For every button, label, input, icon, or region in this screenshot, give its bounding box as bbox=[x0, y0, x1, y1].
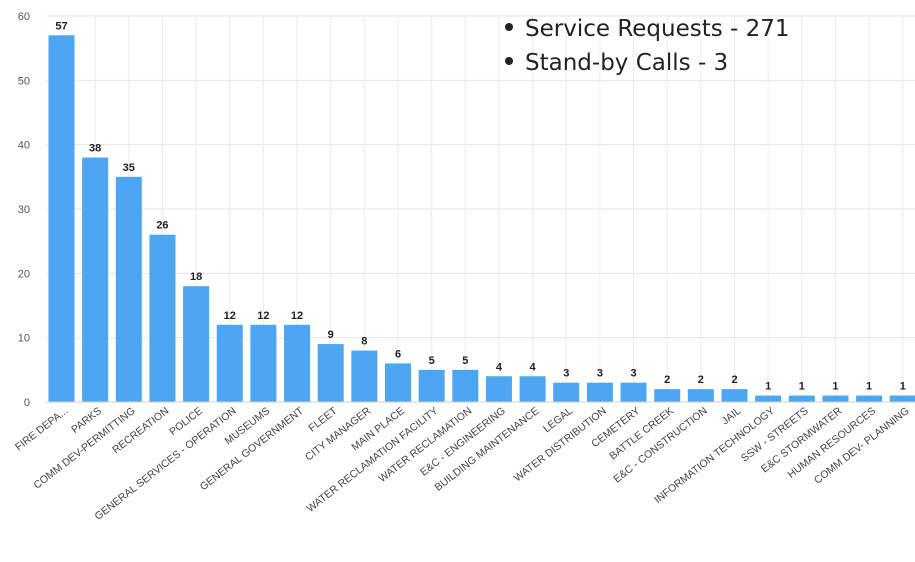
data-label: 18 bbox=[190, 271, 202, 283]
bar bbox=[250, 324, 277, 402]
y-tick-label: 10 bbox=[18, 333, 30, 345]
bar bbox=[351, 350, 378, 402]
data-label: 5 bbox=[462, 355, 468, 367]
data-label: 1 bbox=[765, 381, 771, 393]
bar bbox=[418, 369, 445, 402]
bar bbox=[620, 382, 647, 402]
bar bbox=[284, 324, 311, 402]
data-label: 35 bbox=[123, 162, 135, 174]
y-tick-label: 60 bbox=[18, 11, 30, 23]
bar bbox=[82, 157, 109, 402]
y-tick-label: 50 bbox=[18, 75, 30, 87]
data-label: 5 bbox=[429, 355, 435, 367]
bar bbox=[687, 389, 714, 402]
bar bbox=[48, 35, 75, 403]
data-label: 2 bbox=[731, 374, 737, 386]
data-label: 4 bbox=[496, 361, 503, 373]
bar bbox=[452, 369, 479, 402]
x-tick-label: INFORMATION TECHNOLOGY bbox=[652, 405, 777, 506]
y-axis: 0 10 20 30 40 50 60 bbox=[18, 11, 30, 409]
data-label: 9 bbox=[328, 329, 334, 341]
bars bbox=[48, 35, 915, 403]
bar bbox=[721, 389, 748, 402]
data-label: 6 bbox=[395, 348, 401, 360]
data-label: 1 bbox=[900, 381, 906, 393]
data-label: 1 bbox=[832, 381, 838, 393]
bar bbox=[553, 382, 580, 402]
data-label: 1 bbox=[799, 381, 805, 393]
data-label: 2 bbox=[698, 374, 704, 386]
data-label: 26 bbox=[156, 220, 168, 232]
data-label: 2 bbox=[664, 374, 670, 386]
summary-list: Service Requests - 271 Stand-by Calls - … bbox=[505, 12, 790, 80]
data-label: 3 bbox=[630, 368, 636, 380]
bar bbox=[889, 395, 915, 402]
summary-item: Stand-by Calls - 3 bbox=[505, 46, 790, 80]
bullet-icon bbox=[505, 56, 513, 65]
summary-item: Service Requests - 271 bbox=[505, 12, 790, 46]
y-tick-label: 30 bbox=[18, 204, 30, 216]
bar bbox=[654, 389, 681, 402]
x-tick-label: JAIL bbox=[719, 405, 743, 427]
service-requests-text: Service Requests - 271 bbox=[525, 16, 790, 42]
bar bbox=[755, 395, 782, 402]
bar bbox=[149, 234, 176, 402]
bar bbox=[485, 376, 512, 402]
data-label: 12 bbox=[291, 310, 303, 322]
data-label: 12 bbox=[224, 310, 236, 322]
bar bbox=[822, 395, 849, 402]
y-tick-label: 20 bbox=[18, 268, 30, 280]
bar bbox=[519, 376, 546, 402]
bar bbox=[586, 382, 613, 402]
data-label: 1 bbox=[866, 381, 872, 393]
y-tick-label: 40 bbox=[18, 140, 30, 152]
data-label: 8 bbox=[361, 336, 367, 348]
data-label: 4 bbox=[530, 361, 537, 373]
data-label: 57 bbox=[55, 20, 67, 32]
y-tick-label: 0 bbox=[24, 397, 30, 409]
bar bbox=[115, 176, 142, 402]
bar bbox=[317, 344, 344, 402]
bar bbox=[856, 395, 883, 402]
bar bbox=[216, 324, 243, 402]
x-tick-label: FIRE DEPA... bbox=[13, 405, 70, 453]
data-label: 3 bbox=[597, 368, 603, 380]
data-label: 12 bbox=[257, 310, 269, 322]
standby-calls-text: Stand-by Calls - 3 bbox=[525, 50, 729, 76]
bullet-icon bbox=[505, 22, 513, 31]
value-labels: 57 38 35 26 18 12 12 12 9 8 6 5 5 4 4 3 3 3 2 2 2 1 1 1 1 1 bbox=[55, 20, 905, 392]
data-label: 3 bbox=[563, 368, 569, 380]
bar bbox=[183, 286, 210, 402]
bar bbox=[385, 363, 411, 402]
data-label: 38 bbox=[89, 143, 101, 155]
bar bbox=[788, 395, 815, 402]
